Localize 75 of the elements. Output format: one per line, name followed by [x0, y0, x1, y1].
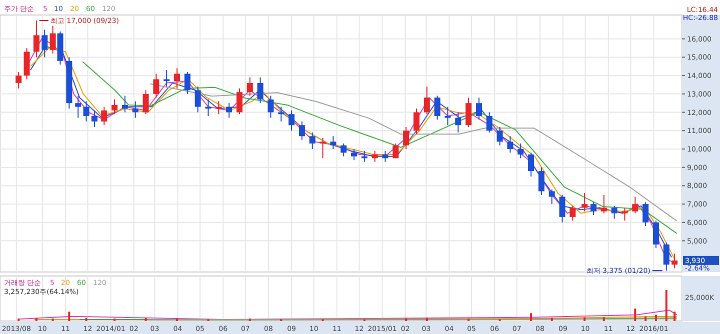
candlestick	[632, 196, 638, 214]
bar	[584, 317, 586, 321]
candlestick	[424, 86, 430, 115]
candlestick	[174, 68, 180, 89]
candlestick	[142, 90, 149, 115]
candlestick	[672, 253, 678, 269]
candlestick	[50, 26, 56, 54]
candlestick	[288, 110, 295, 132]
candlestick	[122, 95, 128, 113]
candlestick	[236, 88, 242, 115]
candlestick	[372, 150, 378, 162]
candlestick	[642, 202, 649, 227]
candlestick	[570, 205, 576, 222]
candlestick	[101, 106, 108, 126]
candlestick	[476, 97, 482, 120]
candlestick	[91, 110, 98, 128]
candlestick	[112, 98, 118, 115]
candlestick	[559, 194, 566, 223]
bar	[85, 318, 88, 321]
candlestick	[466, 97, 472, 128]
candlestick	[444, 106, 451, 126]
candlestick	[434, 95, 440, 120]
candlestick	[320, 137, 326, 159]
candlestick	[24, 48, 30, 80]
candlestick	[83, 100, 90, 122]
candlestick	[246, 76, 253, 96]
candlestick	[507, 136, 514, 154]
bar	[550, 318, 553, 321]
candlestick	[528, 152, 534, 178]
candlestick	[33, 20, 40, 58]
candlestick	[340, 143, 347, 157]
candlestick	[298, 120, 305, 140]
candlestick	[184, 71, 190, 94]
candlestick	[382, 150, 388, 162]
candlestick	[413, 108, 420, 135]
candlestick	[309, 132, 316, 150]
candlestick	[330, 136, 336, 150]
candlestick	[518, 143, 524, 159]
candlestick	[611, 205, 618, 220]
bar	[530, 313, 532, 321]
bar	[68, 312, 70, 321]
candlestick	[496, 126, 503, 146]
bar	[602, 317, 605, 321]
candlestick	[590, 202, 596, 216]
line-series	[150, 83, 678, 222]
candlestick	[16, 71, 22, 89]
candlestick	[663, 242, 670, 272]
candlestick	[600, 194, 607, 214]
bar	[644, 316, 647, 321]
candlestick	[268, 95, 274, 118]
candlestick	[226, 102, 232, 118]
candlestick	[486, 112, 492, 133]
candlestick	[455, 112, 462, 133]
candlestick	[652, 220, 659, 249]
bar	[144, 318, 147, 321]
line-series	[82, 61, 678, 234]
candlestick	[351, 148, 358, 161]
bar	[674, 312, 676, 321]
candlestick	[548, 188, 555, 205]
candlestick	[392, 143, 399, 159]
candlestick	[538, 166, 544, 196]
candlestick	[403, 126, 410, 150]
candlestick	[582, 192, 588, 212]
bar	[634, 308, 636, 321]
candlestick	[257, 76, 264, 104]
candlestick	[153, 73, 160, 98]
candlestick	[75, 95, 82, 118]
candlestick	[622, 207, 628, 222]
candlestick	[132, 100, 138, 118]
bar	[426, 318, 428, 321]
candlestick	[194, 86, 201, 113]
bar	[35, 318, 38, 321]
candlestick	[42, 29, 48, 58]
bar	[665, 290, 668, 321]
bar	[654, 314, 657, 321]
